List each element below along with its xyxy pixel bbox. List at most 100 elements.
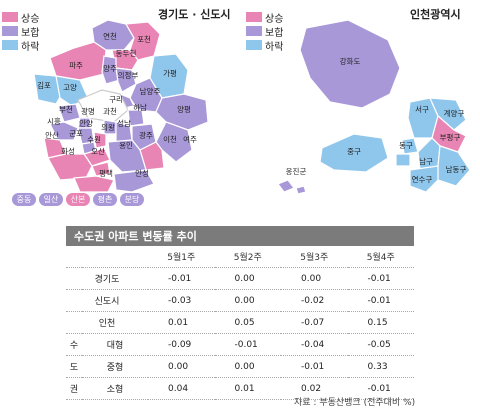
- cell: -0.04: [301, 339, 325, 350]
- svg-text:시흥: 시흥: [47, 116, 61, 126]
- legend-flat: 보합: [2, 24, 39, 39]
- row-label: 중형: [106, 363, 124, 373]
- svg-text:여주: 여주: [183, 134, 197, 144]
- change-rate-table: 5월1주 5월2주 5월3주 5월4주 경기도 -0.01 0.00 0.00 …: [66, 246, 414, 400]
- cell: -0.01: [367, 383, 391, 394]
- pill-bundang: 분당: [120, 193, 144, 206]
- new-town-pills: 중동 일산 산본 평촌 분당: [12, 193, 144, 206]
- incheon-title: 인천광역시: [410, 8, 461, 21]
- pill-sanbon: 산본: [66, 193, 90, 206]
- svg-text:수원: 수원: [87, 135, 101, 144]
- incheon-legend: 상승 보합 하락: [246, 10, 283, 53]
- group-label: 권: [69, 385, 79, 395]
- svg-text:서구: 서구: [415, 105, 429, 114]
- svg-text:포천: 포천: [137, 34, 151, 44]
- col-week1: 5월1주: [167, 253, 196, 263]
- svg-text:중구: 중구: [347, 147, 361, 156]
- svg-text:고양: 고양: [63, 83, 77, 92]
- cell: -0.01: [168, 273, 192, 284]
- gyeonggi-legend: 상승 보합 하락: [2, 10, 39, 53]
- region-pocheon: [125, 21, 161, 61]
- source-note: 자료 : 부동산뱅크 (전주대비 %): [294, 398, 416, 408]
- svg-text:평택: 평택: [99, 168, 113, 178]
- pill-ilsan: 일산: [39, 193, 63, 206]
- svg-text:안산: 안산: [45, 130, 59, 140]
- incheon-map: 강화도 서구 계양구 부평구 중구 동구 남구 남동구 연수구 옹진군: [277, 20, 471, 195]
- cell: -0.07: [301, 317, 325, 328]
- row-label: 경기도: [94, 275, 120, 285]
- cell: 0.00: [234, 273, 255, 284]
- region-osan: [91, 161, 111, 177]
- cell: -0.01: [367, 295, 391, 306]
- cell: -0.01: [367, 273, 391, 284]
- cell: -0.02: [301, 295, 325, 306]
- table-row: 인천 0.01 0.05 -0.07 0.15: [66, 312, 414, 334]
- cell: -0.03: [168, 295, 192, 306]
- region-yeonsu: [409, 165, 439, 193]
- region-uiwang: [93, 131, 107, 149]
- svg-text:계양구: 계양구: [444, 108, 465, 118]
- cell: 0.33: [367, 361, 388, 372]
- svg-text:오산: 오산: [91, 146, 105, 156]
- cell: 0.01: [234, 383, 255, 394]
- region-siheung: [49, 121, 79, 141]
- cell: 0.02: [301, 383, 322, 394]
- row-label: 신도시: [94, 297, 120, 307]
- svg-text:이천: 이천: [163, 134, 177, 144]
- row-label: 인천: [98, 319, 116, 329]
- svg-text:남양주: 남양주: [140, 87, 161, 96]
- cell: -0.09: [168, 339, 192, 350]
- region-pyeongtaek: [73, 175, 115, 193]
- region-ongjin-2: [295, 185, 307, 195]
- svg-text:동구: 동구: [399, 141, 413, 150]
- pill-pyeongchon: 평촌: [93, 193, 117, 206]
- svg-text:하남: 하남: [133, 102, 147, 112]
- svg-text:광명: 광명: [81, 106, 95, 116]
- table-title: 수도권 아파트 변동률 추이: [66, 226, 414, 246]
- region-ongjin: [277, 179, 295, 193]
- cell: -0.01: [301, 361, 325, 372]
- cell: 0.00: [234, 361, 255, 372]
- row-label: 대형: [106, 341, 124, 351]
- cell: -0.01: [234, 339, 258, 350]
- region-anseong: [113, 169, 155, 193]
- svg-text:김포: 김포: [37, 80, 51, 90]
- region-uijeongbu: [115, 67, 137, 93]
- table-row: 수 대형 -0.09 -0.01 -0.04 -0.05: [66, 334, 414, 356]
- table-row: 경기도 -0.01 0.00 0.00 -0.01: [66, 268, 414, 290]
- svg-text:화성: 화성: [61, 147, 75, 156]
- region-hanam: [127, 109, 145, 127]
- cell: 0.00: [234, 295, 255, 306]
- group-label: 수: [69, 341, 79, 351]
- svg-text:용인: 용인: [119, 140, 133, 150]
- svg-text:안성: 안성: [135, 168, 149, 178]
- cell: 0.05: [234, 317, 255, 328]
- svg-text:남동구: 남동구: [446, 165, 467, 174]
- cell: -0.05: [367, 339, 391, 350]
- svg-text:부평구: 부평구: [440, 132, 461, 142]
- cell: 0.00: [168, 361, 189, 372]
- svg-text:의정부: 의정부: [118, 70, 139, 80]
- col-week4: 5월4주: [366, 253, 395, 263]
- legend-rise: 상승: [246, 10, 283, 25]
- region-junggu: [319, 133, 389, 173]
- svg-text:동두천: 동두천: [116, 48, 137, 58]
- region-donggu: [395, 153, 411, 167]
- gyeonggi-map: 연천 포천 동두천 파주 양주 의정부 가평 김포 고양 남양주 구리 부천 광…: [33, 19, 209, 193]
- legend-fall: 하락: [246, 38, 283, 53]
- gyeonggi-title: 경기도 · 신도시: [158, 8, 231, 21]
- cell: 0.01: [168, 317, 189, 328]
- table-header-row: 5월1주 5월2주 5월3주 5월4주: [66, 246, 414, 268]
- svg-text:의왕: 의왕: [101, 122, 115, 132]
- cell: 0.15: [367, 317, 388, 328]
- svg-text:파주: 파주: [69, 61, 83, 70]
- svg-text:연수구: 연수구: [412, 175, 433, 184]
- col-week2: 5월2주: [233, 253, 262, 263]
- svg-text:부천: 부천: [59, 104, 73, 114]
- region-yangpyeong: [155, 93, 209, 131]
- svg-text:광주: 광주: [139, 130, 153, 140]
- svg-text:옹진군: 옹진군: [286, 166, 307, 176]
- col-week3: 5월3주: [300, 253, 329, 263]
- cell: 0.04: [168, 383, 189, 394]
- table-row: 권 소형 0.04 0.01 0.02 -0.01: [66, 378, 414, 400]
